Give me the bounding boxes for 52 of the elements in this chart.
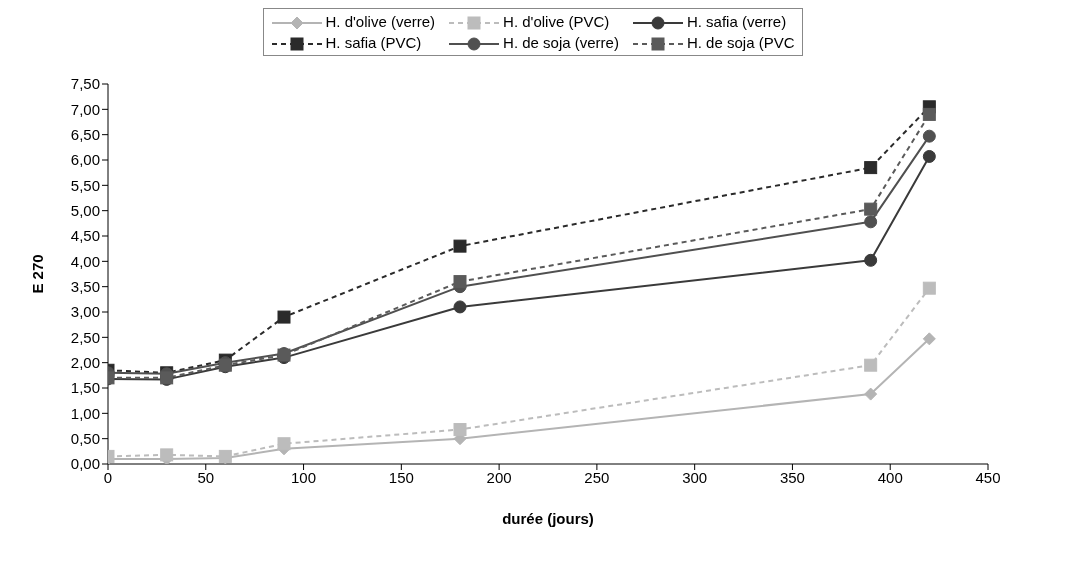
point [277, 310, 291, 324]
x-axis-title: durée (jours) [502, 510, 594, 528]
y-tick-label: 6,50 [70, 126, 100, 144]
y-tick-label: 7,50 [70, 75, 100, 93]
legend-label: H. d'olive (PVC) [502, 13, 611, 31]
y-tick-label: 1,00 [70, 404, 100, 422]
x-tick-label: 250 [584, 468, 610, 486]
x-tick-label: 0 [103, 468, 113, 486]
point [864, 253, 878, 267]
y-tick-label: 0,00 [70, 455, 100, 473]
y-tick-label: 4,50 [70, 227, 100, 245]
y-tick-label: 0,50 [70, 430, 100, 448]
legend-label: H. safia (verre) [685, 13, 788, 31]
point [922, 332, 936, 346]
y-tick-label: 4,00 [70, 252, 100, 270]
x-tick-label: 350 [779, 468, 805, 486]
y-tick-label: 1,50 [70, 379, 100, 397]
point [922, 281, 936, 295]
y-tick-label: 5,50 [70, 176, 100, 194]
x-tick-label: 200 [486, 468, 512, 486]
y-axis-title: E 270 [29, 254, 47, 294]
point [277, 437, 291, 451]
y-tick-label: 3,00 [70, 303, 100, 321]
point [160, 448, 174, 462]
x-tick-label: 150 [388, 468, 414, 486]
point [922, 150, 936, 164]
x-tick-label: 450 [975, 468, 1001, 486]
legend-label: H. d'olive (verre) [324, 13, 436, 31]
point [453, 300, 467, 314]
legend-label: H. de soja (verre) [502, 34, 619, 52]
legend-label: H. safia (PVC) [324, 34, 423, 52]
point [864, 387, 878, 401]
point [453, 239, 467, 253]
y-tick-label: 2,50 [70, 328, 100, 346]
y-tick-label: 2,00 [70, 354, 100, 372]
x-tick-label: 100 [291, 468, 317, 486]
point [922, 107, 936, 121]
x-tick-label: 400 [877, 468, 903, 486]
point [864, 358, 878, 372]
point [453, 275, 467, 289]
point [864, 202, 878, 216]
point [864, 215, 878, 229]
point [453, 423, 467, 437]
y-tick-label: 7,00 [70, 100, 100, 118]
x-tick-label: 300 [682, 468, 708, 486]
point [922, 129, 936, 143]
legend-label: H. de soja (PVC [685, 34, 795, 52]
x-tick-label: 50 [197, 468, 215, 486]
y-tick-label: 3,50 [70, 278, 100, 296]
point [864, 161, 878, 175]
y-tick-label: 6,00 [70, 151, 100, 169]
y-tick-label: 5,00 [70, 202, 100, 220]
